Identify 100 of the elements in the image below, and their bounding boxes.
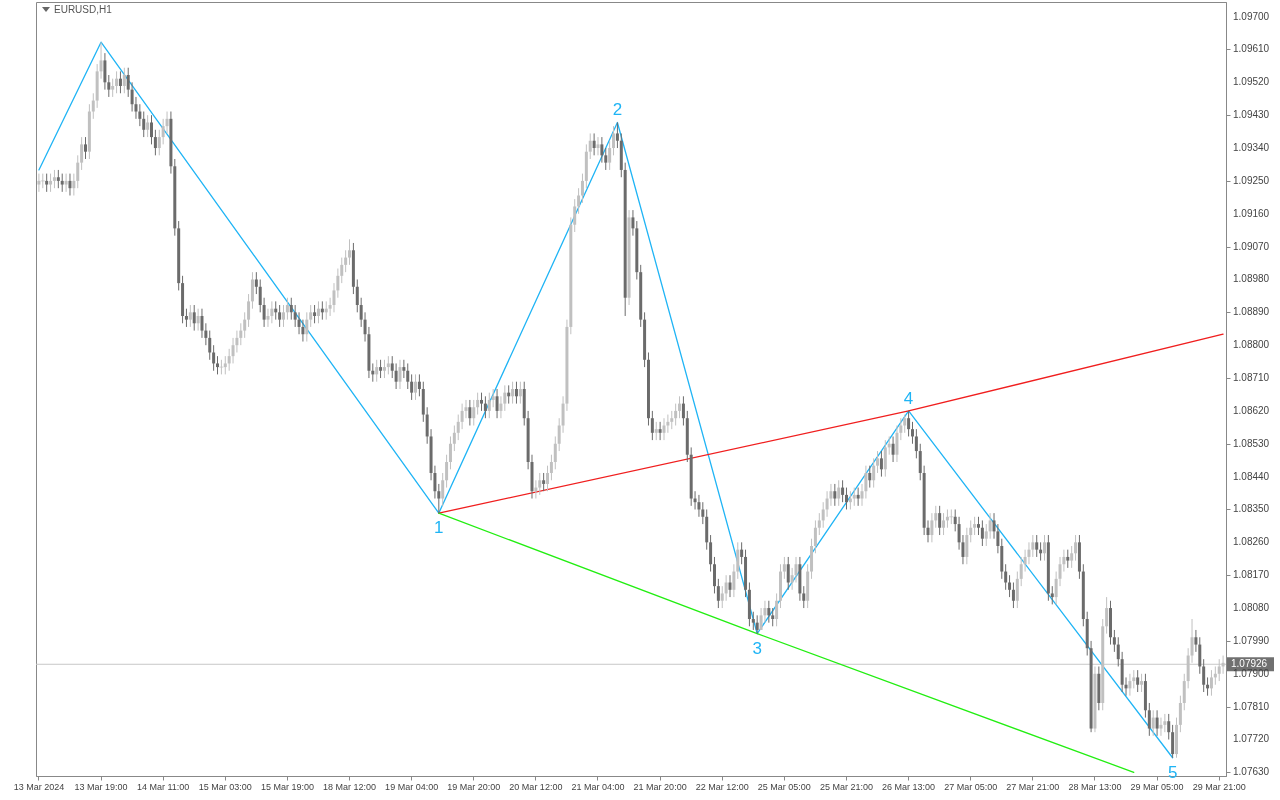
candlestick — [394, 362, 398, 390]
candlestick — [844, 487, 848, 510]
candlestick — [588, 132, 592, 160]
candlestick — [1155, 709, 1159, 737]
candlestick — [250, 271, 254, 310]
candlestick — [1070, 545, 1074, 569]
candlestick — [514, 381, 518, 405]
candlestick — [111, 78, 115, 98]
x-tick-label: 27 Mar 21:00 — [1006, 781, 1060, 792]
x-tick-label: 29 Mar 05:00 — [1130, 781, 1184, 792]
candlestick — [355, 278, 359, 313]
candlestick — [949, 508, 954, 525]
y-tick-label: 1.09700 — [1233, 10, 1270, 22]
candlestick — [577, 187, 581, 215]
candlestick — [212, 344, 216, 372]
candlestick — [289, 297, 293, 321]
candlestick — [930, 512, 934, 543]
candlestick — [879, 450, 883, 478]
candlestick — [278, 304, 282, 328]
candlestick — [709, 534, 713, 573]
candlestick — [1112, 629, 1116, 653]
y-tick-label: 1.07990 — [1233, 634, 1270, 646]
y-tick-label: 1.07810 — [1233, 700, 1270, 712]
candlestick — [103, 52, 107, 91]
candlestick — [200, 308, 204, 339]
candlestick — [153, 129, 157, 156]
x-tick-label: 25 Mar 05:00 — [757, 781, 811, 792]
x-tick-label: 22 Mar 12:00 — [695, 781, 749, 792]
y-tick-label: 1.09160 — [1233, 207, 1270, 219]
candlestick — [511, 381, 515, 405]
candlestick — [697, 494, 701, 518]
candlestick — [68, 173, 72, 196]
candlestick — [670, 410, 674, 430]
candlestick — [1171, 724, 1175, 759]
x-tick-label: 26 Mar 13:00 — [882, 781, 936, 792]
candlestick — [270, 300, 274, 324]
candlestick — [309, 304, 313, 328]
candlestick — [60, 173, 64, 193]
y-tick-label: 1.08710 — [1233, 372, 1270, 384]
candlestick — [553, 435, 557, 470]
candlestick — [942, 512, 946, 536]
candlestick — [476, 392, 480, 416]
candlestick — [254, 271, 258, 295]
x-tick-label: 19 Mar 20:00 — [447, 781, 501, 792]
y-tick-label: 1.09520 — [1233, 76, 1270, 88]
candlestick — [313, 304, 317, 324]
candlestick — [1202, 658, 1206, 693]
y-tick-label: 1.08080 — [1233, 602, 1270, 614]
candlestick — [654, 421, 658, 441]
candlestick — [895, 425, 899, 463]
y-tick-label: 1.07720 — [1233, 733, 1270, 745]
candlestick — [813, 519, 817, 554]
candlestick — [406, 362, 410, 390]
candlestick — [841, 479, 845, 503]
candlestick — [1074, 534, 1078, 562]
candlestick — [740, 541, 744, 565]
candlestick — [386, 355, 390, 375]
candlestick — [1167, 713, 1171, 740]
candlestick — [445, 454, 449, 489]
candlestick — [612, 125, 616, 156]
candlestick — [751, 611, 755, 631]
x-tick-label: 25 Mar 21:00 — [819, 781, 873, 792]
candlestick — [573, 198, 577, 233]
candlestick — [658, 421, 662, 441]
candlestick — [56, 169, 60, 189]
candlestick — [596, 136, 600, 156]
x-tick-label: 21 Mar 04:00 — [571, 781, 625, 792]
candlestick — [499, 395, 503, 419]
candlestick — [146, 114, 150, 138]
x-tick-label: 27 Mar 05:00 — [944, 781, 998, 792]
candlestick — [1178, 695, 1182, 733]
candlestick — [988, 512, 992, 540]
x-tick-label: 28 Mar 13:00 — [1068, 781, 1122, 792]
x-tick-label: 13 Mar 19:00 — [74, 781, 128, 792]
candlestick — [1136, 669, 1140, 693]
candlestick — [45, 173, 49, 193]
candlestick — [49, 173, 53, 193]
candlestick — [910, 421, 914, 445]
candlestick — [1140, 673, 1144, 693]
candlestick — [914, 428, 918, 459]
candlestick — [1008, 574, 1012, 598]
candlestick — [580, 173, 584, 204]
y-tick-label: 1.09250 — [1233, 174, 1270, 186]
candlestick — [344, 249, 348, 273]
candlestick — [223, 355, 227, 375]
annotation: 5 — [1167, 762, 1178, 782]
annotation: 3 — [752, 638, 762, 658]
annotation: 1 — [434, 518, 444, 538]
candlestick — [518, 381, 522, 405]
candlestick — [833, 483, 837, 507]
candlestick — [483, 395, 487, 419]
candlestick — [771, 607, 775, 627]
candlestick — [755, 614, 759, 635]
candlestick — [196, 308, 200, 332]
candlestick — [1105, 596, 1109, 635]
chart-title: EURUSD,H1 — [54, 4, 112, 15]
y-tick-label: 1.07900 — [1233, 667, 1270, 679]
x-tick-label: 20 Mar 12:00 — [509, 781, 563, 792]
candlestick — [375, 359, 379, 383]
candlestick — [1128, 673, 1132, 697]
